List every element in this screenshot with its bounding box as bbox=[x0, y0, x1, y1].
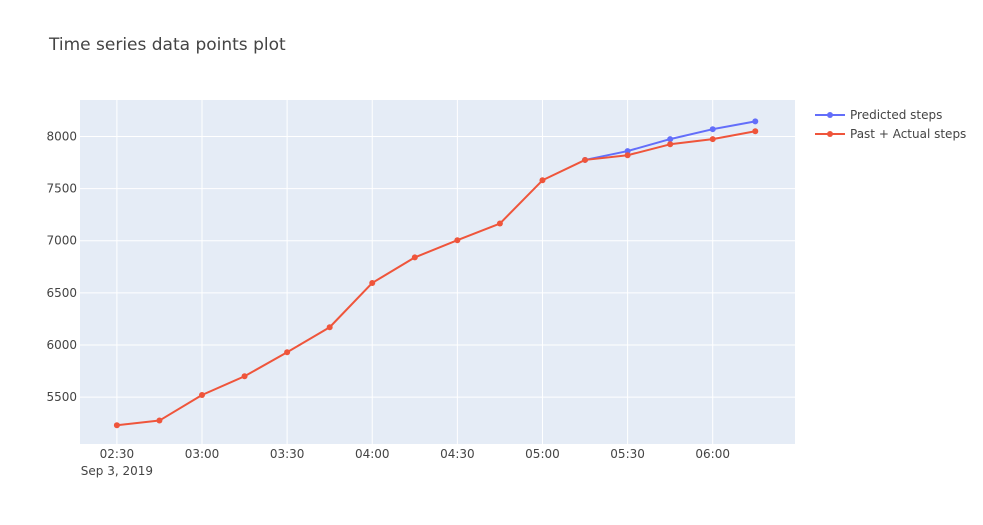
series-layer bbox=[113, 118, 759, 429]
data-point bbox=[709, 126, 716, 133]
x-tick-label: 06:00 bbox=[695, 447, 730, 461]
data-point bbox=[624, 152, 631, 159]
series-line bbox=[116, 130, 756, 427]
legend-label: Past + Actual steps bbox=[850, 127, 966, 141]
legend-marker bbox=[827, 131, 833, 137]
data-point bbox=[113, 422, 120, 429]
data-point bbox=[199, 392, 206, 399]
data-point bbox=[752, 128, 759, 135]
x-tick-label: 05:30 bbox=[610, 447, 645, 461]
legend[interactable]: Predicted steps Past + Actual steps bbox=[815, 108, 966, 141]
data-point bbox=[667, 141, 674, 148]
x-tick-label: 03:00 bbox=[185, 447, 220, 461]
grid-lines bbox=[80, 100, 795, 444]
data-point bbox=[752, 118, 759, 125]
data-point bbox=[539, 177, 546, 184]
data-point bbox=[582, 156, 589, 163]
data-point bbox=[369, 279, 376, 286]
y-tick-label: 6500 bbox=[46, 286, 77, 300]
series-1 bbox=[113, 128, 759, 429]
y-tick-label: 5500 bbox=[46, 390, 77, 404]
data-point bbox=[411, 254, 418, 261]
legend-item[interactable]: Past + Actual steps bbox=[815, 127, 966, 141]
x-tick-label: 03:30 bbox=[270, 447, 305, 461]
x-tick-label: 04:00 bbox=[355, 447, 390, 461]
legend-item[interactable]: Predicted steps bbox=[815, 108, 942, 122]
data-point bbox=[496, 220, 503, 227]
plot-area bbox=[80, 100, 795, 444]
y-axis: 5500 6000 6500 7000 7500 8000 bbox=[46, 129, 77, 404]
y-tick-label: 8000 bbox=[46, 129, 77, 143]
legend-label: Predicted steps bbox=[850, 108, 942, 122]
y-tick-label: 7500 bbox=[46, 182, 77, 196]
x-axis: 02:30 Sep 3, 2019 03:00 03:30 04:00 04:30 05:0… bbox=[81, 447, 730, 478]
x-tick-label: 04:30 bbox=[440, 447, 475, 461]
data-point bbox=[326, 324, 333, 331]
legend-marker bbox=[827, 112, 833, 118]
data-point bbox=[624, 148, 631, 155]
data-point bbox=[284, 349, 291, 356]
data-point bbox=[667, 136, 674, 143]
data-point bbox=[709, 136, 716, 143]
data-point bbox=[454, 237, 461, 244]
x-tick-sublabel: Sep 3, 2019 bbox=[81, 464, 153, 478]
data-point bbox=[156, 417, 163, 424]
x-tick-label: 02:30 bbox=[100, 447, 135, 461]
data-point bbox=[241, 373, 248, 380]
chart-title: Time series data points plot bbox=[48, 35, 286, 55]
y-tick-label: 7000 bbox=[46, 234, 77, 248]
x-tick-label: 05:00 bbox=[525, 447, 560, 461]
y-tick-label: 6000 bbox=[46, 338, 77, 352]
